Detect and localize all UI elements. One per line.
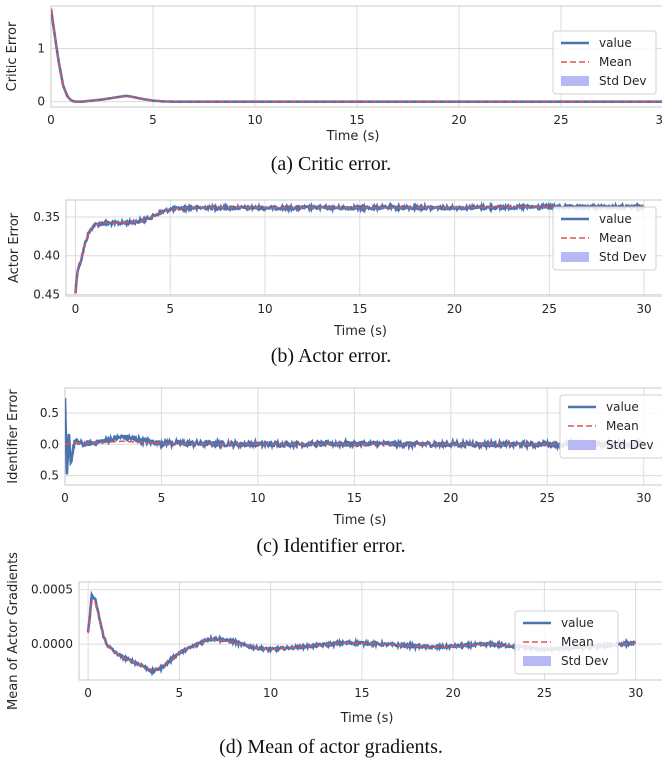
legend: value Mean Std Dev xyxy=(514,610,619,675)
x-tick-label: 10 xyxy=(250,491,265,505)
figure-caption: (b) Actor error. xyxy=(271,345,392,367)
series-mean-line xyxy=(65,440,644,446)
legend-label: Std Dev xyxy=(599,74,646,88)
legend: value Mean Std Dev xyxy=(559,394,662,459)
x-tick-label: 0 xyxy=(61,491,69,505)
x-tick-label: 25 xyxy=(553,113,568,127)
chart-panel-3: 0 5 10 15 20 25 30 0.0005 0.0000 Time (s) Mean of … xyxy=(6,552,662,758)
y-axis-label: Critic Error xyxy=(5,21,20,91)
x-tick-label: 15 xyxy=(349,113,364,127)
x-tick-label: 10 xyxy=(257,302,272,316)
x-tick-label: 0 xyxy=(72,302,80,316)
series-mean-line xyxy=(74,206,644,293)
legend-label: Mean xyxy=(561,635,594,649)
legend-swatch-std-dev xyxy=(561,76,589,86)
figure-caption: (d) Mean of actor gradients. xyxy=(219,736,443,758)
legend-label: value xyxy=(599,36,632,50)
x-tick-label: 30 xyxy=(636,302,651,316)
x-tick-label: 15 xyxy=(347,491,362,505)
x-tick-label: 0 xyxy=(84,686,92,700)
legend-label: value xyxy=(606,400,639,414)
y-tick-label: 0.0000 xyxy=(31,637,73,651)
legend-label: Std Dev xyxy=(599,250,646,264)
chart-panel-2: 0 5 10 15 20 25 30 0.5 0.0 0.5 Time (s) Identifier … xyxy=(6,387,662,557)
y-tick-label: 0.0 xyxy=(40,437,59,451)
figure-caption: (c) Identifier error. xyxy=(256,535,405,557)
x-tick-label: 25 xyxy=(537,686,552,700)
x-tick-label: 25 xyxy=(542,302,557,316)
y-tick-label: 0.35 xyxy=(33,210,60,224)
y-tick-label: 0 xyxy=(37,95,45,109)
series-value-line xyxy=(65,398,645,475)
x-axis-label: Time (s) xyxy=(340,711,394,726)
chart-panel-0: 0 5 10 15 20 25 30 0 1 Time (s) Critic Error value M… xyxy=(5,5,662,175)
x-axis-label: Time (s) xyxy=(333,513,387,528)
figure-caption: (a) Critic error. xyxy=(271,153,392,175)
legend-label: Mean xyxy=(606,419,639,433)
x-tick-label: 20 xyxy=(447,302,462,316)
series-mean-line xyxy=(51,8,662,103)
x-tick-label: 20 xyxy=(451,113,466,127)
x-tick-label: 5 xyxy=(166,302,174,316)
legend-swatch-std-dev xyxy=(561,252,589,262)
x-tick-label: 30 xyxy=(655,113,662,127)
y-axis-label: Actor Error xyxy=(7,212,22,283)
y-axis-label: Mean of Actor Gradients xyxy=(6,552,21,710)
x-tick-label: 25 xyxy=(540,491,555,505)
legend-label: Std Dev xyxy=(606,438,653,452)
y-tick-label: 0.0005 xyxy=(31,583,73,597)
y-tick-label: 1 xyxy=(37,42,45,56)
legend: value Mean Std Dev xyxy=(552,206,657,271)
plot-frame xyxy=(50,5,662,108)
legend-label: Mean xyxy=(599,231,632,245)
series-value-line xyxy=(74,200,645,294)
legend-swatch-std-dev xyxy=(523,656,551,666)
x-tick-label: 20 xyxy=(445,686,460,700)
legend-label: Mean xyxy=(599,55,632,69)
x-axis-label: Time (s) xyxy=(333,324,387,339)
x-tick-label: 0 xyxy=(47,113,55,127)
x-tick-label: 10 xyxy=(263,686,278,700)
x-tick-label: 30 xyxy=(636,491,651,505)
x-tick-label: 15 xyxy=(354,686,369,700)
x-axis-label: Time (s) xyxy=(326,129,380,144)
x-tick-label: 15 xyxy=(352,302,367,316)
chart-panel-1: 0 5 10 15 20 25 30 0.35 0.40 0.45 Time (s) Actor Er… xyxy=(7,199,662,367)
plot-frame xyxy=(78,581,662,681)
y-tick-label: 0.5 xyxy=(40,406,59,420)
legend: value Mean Std Dev xyxy=(552,30,657,95)
legend-swatch-std-dev xyxy=(568,440,596,450)
x-tick-label: 5 xyxy=(158,491,166,505)
y-tick-label: 0.45 xyxy=(33,287,60,301)
x-tick-label: 5 xyxy=(149,113,157,127)
y-tick-label: 0.5 xyxy=(40,469,59,483)
y-tick-label: 0.40 xyxy=(33,249,60,263)
x-tick-label: 5 xyxy=(176,686,184,700)
x-tick-label: 20 xyxy=(443,491,458,505)
legend-label: value xyxy=(561,616,594,630)
legend-label: Std Dev xyxy=(561,654,608,668)
x-tick-label: 30 xyxy=(628,686,643,700)
plot-frame xyxy=(65,199,662,297)
legend-label: value xyxy=(599,212,632,226)
y-axis-label: Identifier Error xyxy=(6,389,21,484)
x-tick-label: 10 xyxy=(247,113,262,127)
